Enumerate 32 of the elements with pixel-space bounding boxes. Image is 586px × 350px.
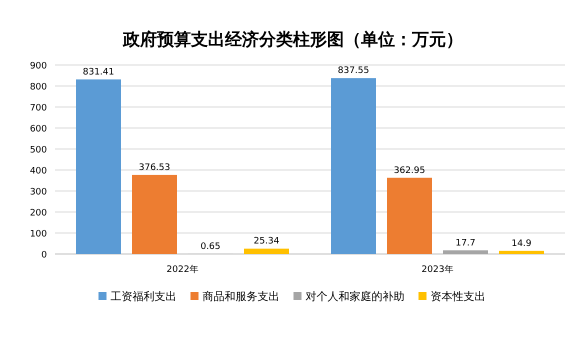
legend-label: 对个人和家庭的补助: [306, 290, 404, 303]
chart-title: 政府预算支出经济分类柱形图（单位：万元）: [122, 30, 463, 50]
bar: [387, 178, 432, 254]
y-tick-label: 700: [30, 104, 48, 114]
y-tick-label: 800: [30, 82, 48, 92]
x-tick-label: 2023年: [422, 264, 454, 275]
data-label: 837.55: [338, 66, 370, 76]
y-tick-label: 400: [30, 166, 48, 176]
data-label: 376.53: [138, 162, 170, 173]
y-tick-label: 600: [30, 124, 48, 134]
data-label: 17.7: [455, 238, 476, 248]
x-tick-label: 2022年: [166, 264, 198, 275]
bar: [499, 250, 544, 254]
data-label: 831.41: [82, 67, 114, 78]
legend-label: 资本性支出: [430, 290, 486, 303]
data-label: 0.65: [200, 242, 221, 252]
bar: [244, 248, 289, 254]
legend-label: 工资福利支出: [110, 290, 176, 303]
y-tick-label: 500: [30, 146, 48, 156]
y-tick-label: 900: [30, 62, 48, 72]
bar: [331, 78, 376, 254]
y-tick-label: 0: [41, 250, 48, 260]
data-label: 14.9: [511, 238, 532, 249]
bar: [132, 174, 177, 254]
bar: [76, 79, 121, 254]
legend-label: 商品和服务支出: [202, 290, 280, 303]
y-tick-label: 300: [30, 188, 48, 198]
data-label: 362.95: [394, 166, 426, 176]
data-label: 25.34: [254, 236, 280, 247]
bar: [443, 250, 488, 254]
y-tick-label: 100: [30, 230, 48, 240]
y-tick-label: 200: [30, 208, 48, 218]
